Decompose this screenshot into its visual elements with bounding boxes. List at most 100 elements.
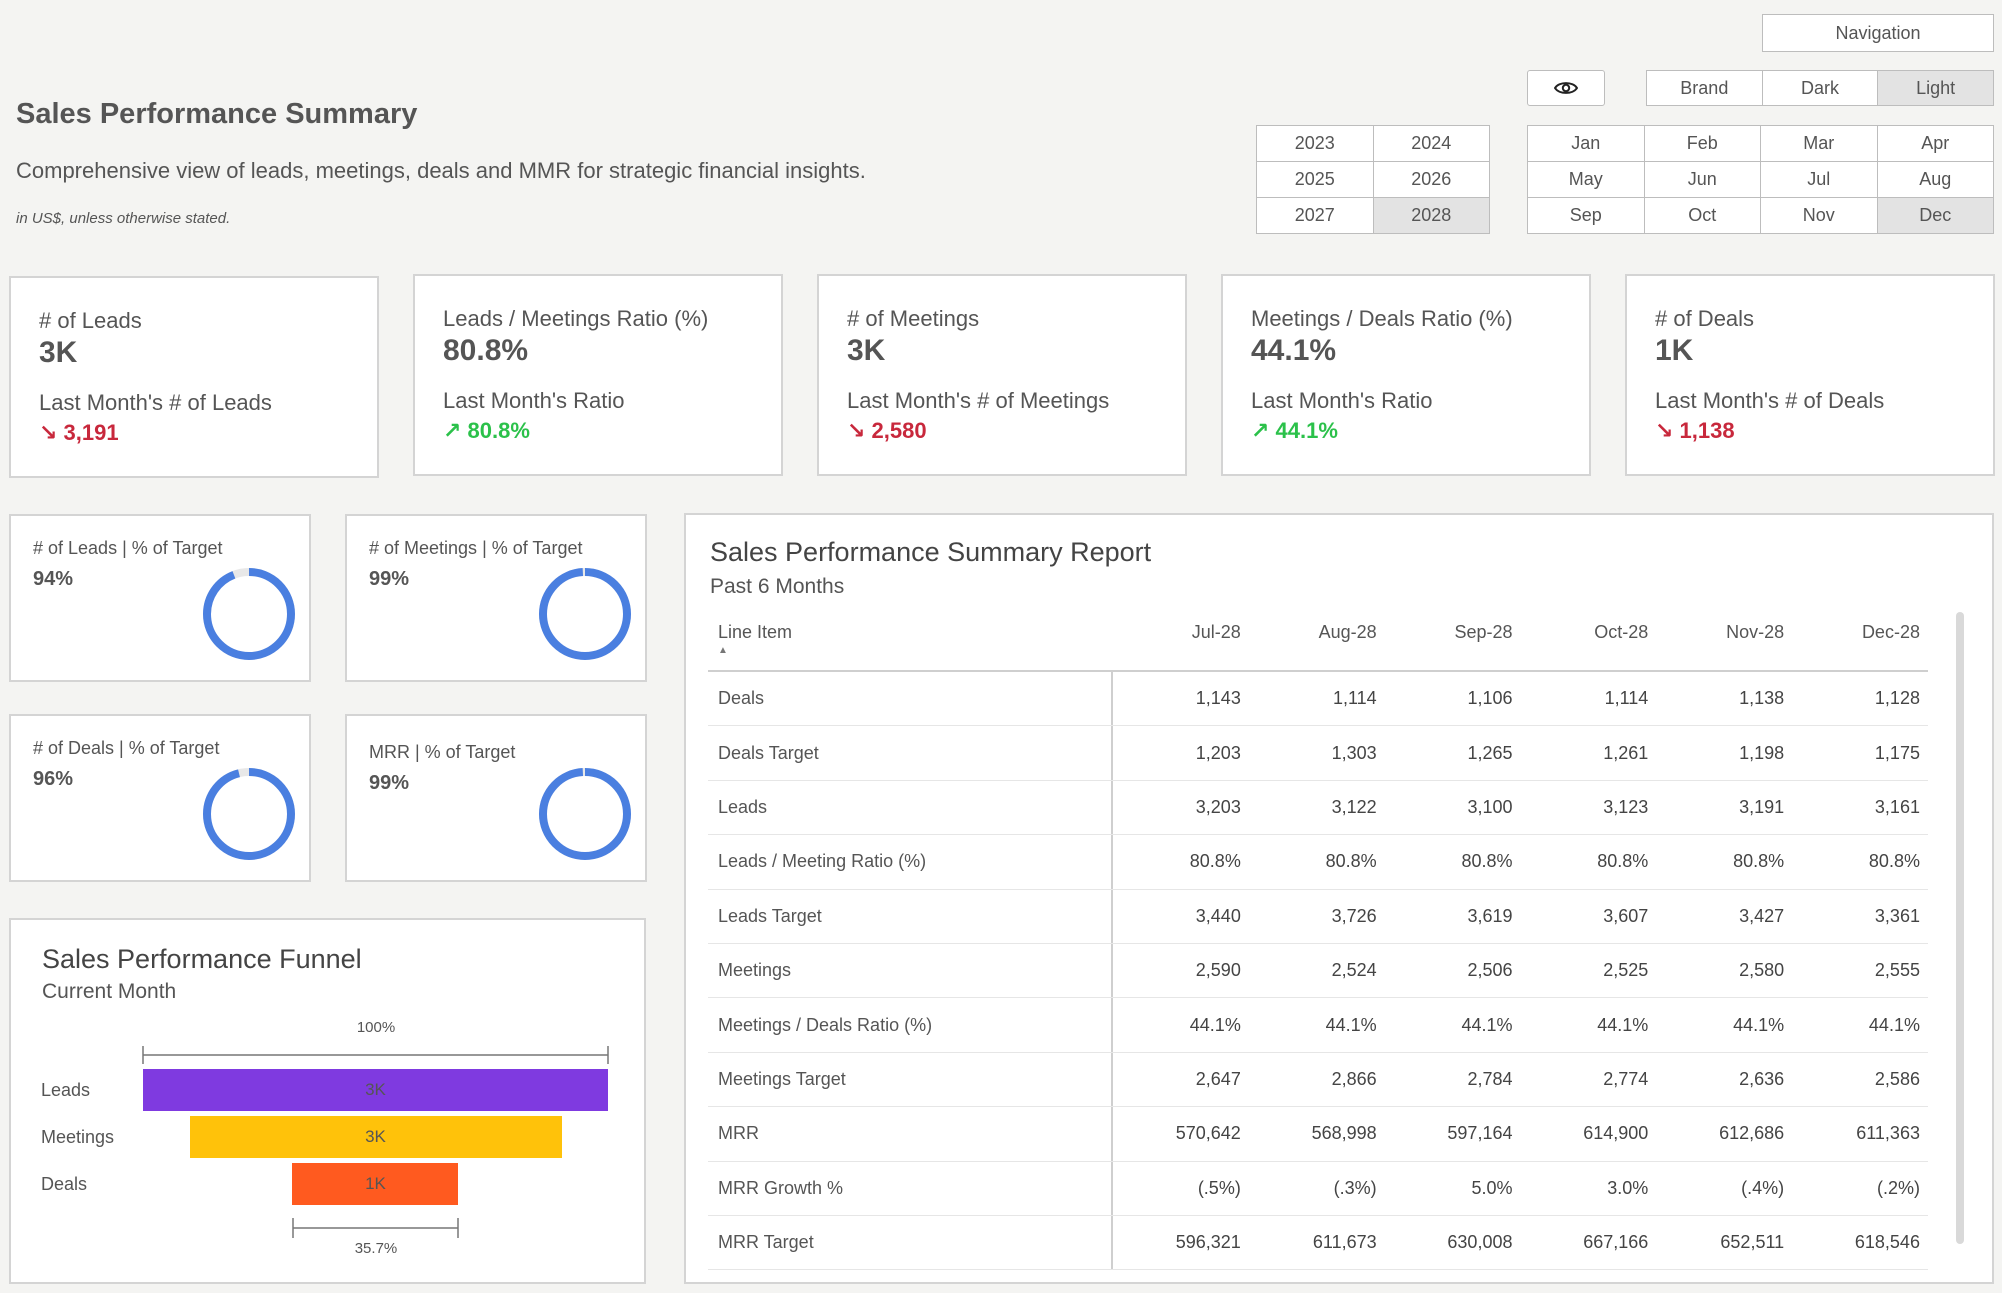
- table-cell: 80.8%: [1868, 851, 1920, 872]
- table-cell: (.3%): [1333, 1177, 1377, 1198]
- year-option-2028[interactable]: 2028: [1373, 198, 1489, 233]
- table-cell: 44.1%: [1597, 1014, 1649, 1035]
- table-cell: 2,506: [1467, 960, 1513, 981]
- theme-option-brand[interactable]: Brand: [1647, 71, 1762, 105]
- table-cell: 3,161: [1874, 796, 1920, 817]
- funnel-stage-label-meetings: Meetings: [41, 1127, 115, 1147]
- kpi-label: # of Leads: [39, 308, 142, 333]
- month-option-jul[interactable]: Jul: [1761, 162, 1877, 197]
- table-cell: 1,175: [1874, 742, 1920, 763]
- funnel-axis: [142, 1046, 609, 1238]
- target-label: # of Deals | % of Target: [33, 738, 220, 758]
- table-cell: 3,123: [1603, 796, 1649, 817]
- table-cell: 611,673: [1312, 1232, 1377, 1253]
- column-header-line-item[interactable]: Line Item ▲: [708, 622, 1113, 670]
- row-label: Leads / Meeting Ratio (%): [708, 835, 1113, 889]
- table-cell: 3,203: [1195, 796, 1241, 817]
- report-scrollbar[interactable]: [1956, 612, 1964, 1244]
- month-option-jun[interactable]: Jun: [1644, 162, 1760, 197]
- month-option-aug[interactable]: Aug: [1877, 162, 1993, 197]
- table-cell: 3,440: [1195, 905, 1241, 926]
- month-option-feb[interactable]: Feb: [1644, 126, 1760, 161]
- table-cell: 3,122: [1331, 796, 1377, 817]
- kpi-sub-label: Last Month's # of Leads: [39, 390, 272, 415]
- kpi-value: 44.1%: [1251, 334, 1337, 367]
- table-cell: 3,361: [1874, 905, 1920, 926]
- table-cell: 2,784: [1467, 1068, 1513, 1089]
- year-option-2026[interactable]: 2026: [1373, 162, 1489, 197]
- navigation-button[interactable]: Navigation: [1762, 14, 1994, 52]
- year-option-2027[interactable]: 2027: [1257, 198, 1373, 233]
- table-cell: 1,198: [1739, 742, 1785, 763]
- kpi-value: 80.8%: [443, 334, 529, 367]
- kpi-card: # of Leads 3K Last Month's # of Leads ↘ 3,1…: [9, 276, 379, 478]
- year-option-2025[interactable]: 2025: [1257, 162, 1373, 197]
- month-option-dec[interactable]: Dec: [1877, 198, 1993, 233]
- table-cell: 44.1%: [1461, 1014, 1513, 1035]
- table-cell: 3,607: [1603, 905, 1649, 926]
- year-option-2024[interactable]: 2024: [1373, 126, 1489, 161]
- year-option-2023[interactable]: 2023: [1257, 126, 1373, 161]
- page-subtitle: Comprehensive view of leads, meetings, d…: [16, 158, 866, 183]
- table-cell: 1,138: [1739, 688, 1785, 709]
- table-cell: 44.1%: [1189, 1014, 1241, 1035]
- target-value: 96%: [33, 768, 74, 790]
- target-donut-chart: [203, 568, 295, 660]
- table-cell: 1,106: [1467, 688, 1513, 709]
- target-donut-chart: [203, 768, 295, 860]
- target-label: MRR | % of Target: [369, 742, 516, 762]
- currency-note: in US$, unless otherwise stated.: [16, 210, 231, 227]
- row-label: Meetings / Deals Ratio (%): [708, 998, 1113, 1052]
- funnel-bar-meetings: 3K: [189, 1116, 562, 1158]
- table-cell: 80.8%: [1189, 851, 1241, 872]
- table-row: Leads Target 3,440 3,726 3,619 3,607 3,427 3,3…: [708, 889, 1928, 944]
- table-row: Meetings / Deals Ratio (%) 44.1% 44.1% 44.1…: [708, 998, 1928, 1053]
- theme-selector: Brand Dark Light: [1646, 70, 1994, 106]
- kpi-card: # of Deals 1K Last Month's # of Deals ↘ 1,1…: [1625, 274, 1995, 476]
- kpi-sub-label: Last Month's # of Deals: [1655, 388, 1885, 413]
- donut-progress-arc: [539, 568, 631, 660]
- month-option-mar[interactable]: Mar: [1761, 126, 1877, 161]
- column-header-aug-28[interactable]: Aug-28: [1318, 622, 1377, 642]
- column-header-sep-28[interactable]: Sep-28: [1454, 622, 1513, 642]
- target-donut-chart: [539, 768, 631, 860]
- table-cell: 2,647: [1195, 1068, 1241, 1089]
- row-label: MRR Target: [708, 1215, 1113, 1270]
- month-option-oct[interactable]: Oct: [1644, 198, 1760, 233]
- table-cell: 596,321: [1175, 1232, 1241, 1253]
- month-option-sep[interactable]: Sep: [1528, 198, 1644, 233]
- kpi-card: Meetings / Deals Ratio (%) 44.1% Last Mont…: [1221, 274, 1591, 476]
- column-header-jul-28[interactable]: Jul-28: [1191, 622, 1241, 642]
- table-cell: 3,427: [1739, 905, 1785, 926]
- column-header-dec-28[interactable]: Dec-28: [1861, 622, 1920, 642]
- visibility-toggle-button[interactable]: [1527, 70, 1605, 106]
- month-option-jan[interactable]: Jan: [1528, 126, 1644, 161]
- column-header-nov-28[interactable]: Nov-28: [1726, 622, 1785, 642]
- month-option-apr[interactable]: Apr: [1877, 126, 1993, 161]
- target-value: 99%: [369, 772, 410, 794]
- table-cell: 3,191: [1739, 796, 1785, 817]
- target-card: # of Meetings | % of Target 99%: [345, 514, 647, 682]
- funnel-bar-leads: 3K: [143, 1069, 608, 1111]
- row-label: Deals Target: [708, 726, 1113, 780]
- kpi-sub-label: Last Month's Ratio: [443, 388, 625, 413]
- donut-progress-arc: [539, 768, 631, 860]
- row-label: Deals: [708, 672, 1113, 726]
- column-header-oct-28[interactable]: Oct-28: [1594, 622, 1649, 642]
- table-row: Meetings 2,590 2,524 2,506 2,525 2,580 2,555: [708, 943, 1928, 999]
- month-option-nov[interactable]: Nov: [1761, 198, 1877, 233]
- table-cell: 652,511: [1720, 1232, 1785, 1253]
- table-cell: 2,525: [1603, 960, 1649, 981]
- table-cell: 80.8%: [1733, 851, 1785, 872]
- row-label: Meetings Target: [708, 1052, 1113, 1107]
- table-cell: 2,524: [1331, 960, 1377, 981]
- theme-option-dark[interactable]: Dark: [1762, 71, 1878, 105]
- donut-progress-arc: [203, 568, 295, 660]
- month-option-may[interactable]: May: [1528, 162, 1644, 197]
- target-card: MRR | % of Target 99%: [345, 714, 647, 882]
- row-label: MRR Growth %: [708, 1161, 1113, 1215]
- report-table: Line Item ▲ Jul-28 Aug-28 Sep-28 Oct-28 Nov-28…: [708, 612, 1928, 1271]
- kpi-label: Leads / Meetings Ratio (%): [443, 306, 709, 331]
- table-cell: 2,636: [1739, 1068, 1785, 1089]
- theme-option-light[interactable]: Light: [1878, 71, 1993, 105]
